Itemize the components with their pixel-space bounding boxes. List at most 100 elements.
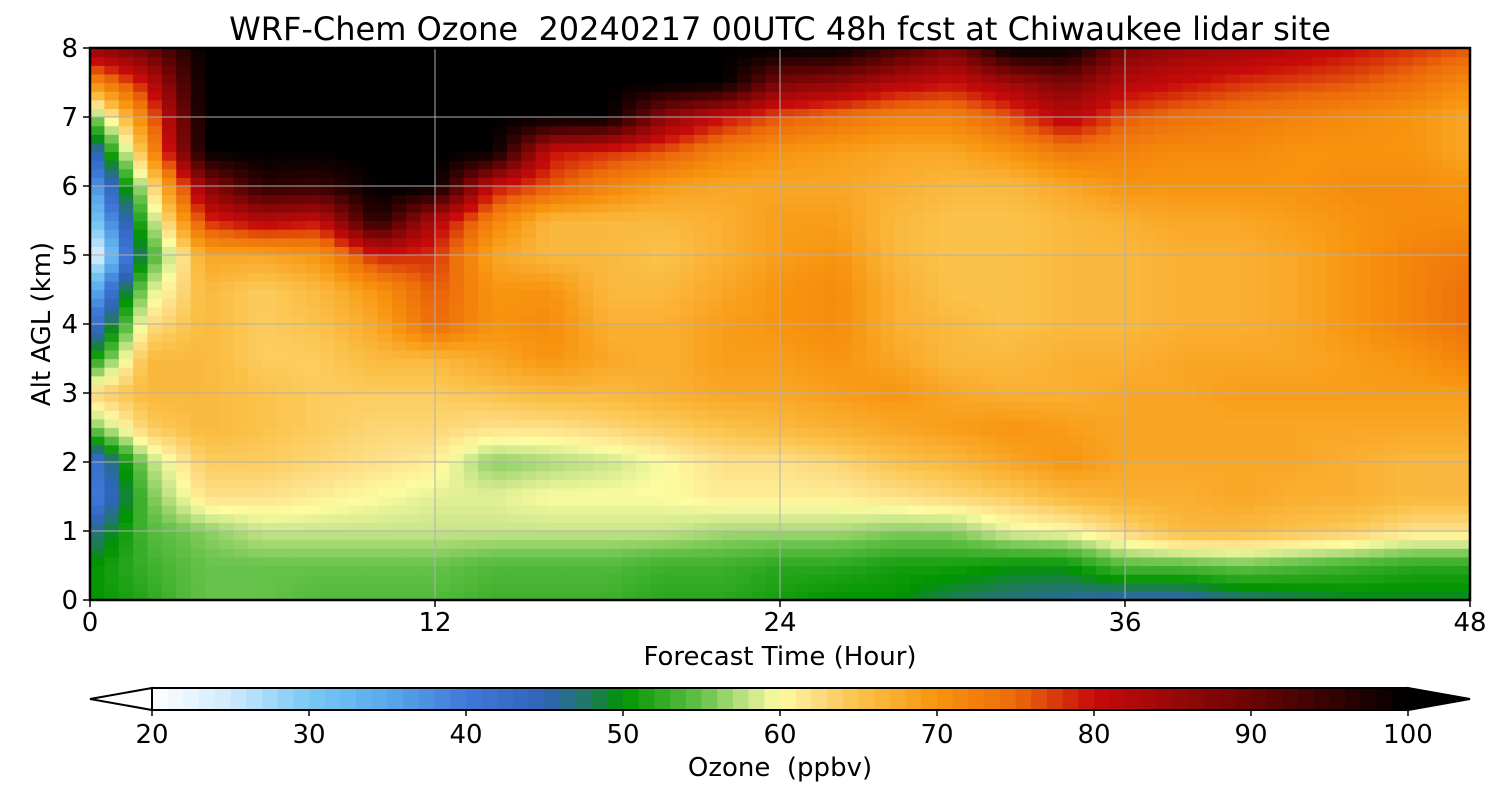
heatmap-cell <box>895 393 910 403</box>
heatmap-cell <box>1010 548 1025 558</box>
heatmap-cell <box>104 151 120 161</box>
heatmap-cell <box>262 237 278 247</box>
heatmap-cell <box>909 349 925 360</box>
heatmap-cell <box>952 177 968 187</box>
heatmap-cell <box>578 349 594 360</box>
heatmap-cell <box>880 401 896 411</box>
heatmap-cell <box>1038 427 1054 437</box>
heatmap-cell <box>550 565 565 575</box>
heatmap-cell <box>248 229 264 239</box>
heatmap-cell <box>1398 289 1414 299</box>
heatmap-cell <box>161 384 177 394</box>
heatmap-cell <box>492 168 508 178</box>
heatmap-cell <box>492 341 508 351</box>
heatmap-cell <box>823 591 839 600</box>
heatmap-cell <box>952 522 968 532</box>
heatmap-cell <box>880 177 896 187</box>
heatmap-cell <box>981 462 997 472</box>
heatmap-cell <box>535 496 551 506</box>
heatmap-cell <box>1196 194 1212 204</box>
heatmap-cell <box>866 367 882 377</box>
heatmap-cell <box>593 375 609 385</box>
heatmap-cell <box>679 522 695 532</box>
heatmap-cell <box>621 358 637 368</box>
heatmap-cell <box>176 487 192 498</box>
heatmap-cell <box>895 436 910 446</box>
heatmap-cell <box>564 358 580 368</box>
heatmap-cell <box>506 237 522 247</box>
heatmap-cell <box>506 358 522 368</box>
heatmap-cell <box>248 375 264 385</box>
heatmap-cell <box>995 255 1011 265</box>
heatmap-cell <box>521 401 537 411</box>
heatmap-cell <box>1211 513 1227 523</box>
heatmap-cell <box>190 505 206 515</box>
heatmap-cell <box>420 272 436 282</box>
heatmap-cell <box>837 280 853 291</box>
heatmap-cell <box>578 565 594 575</box>
heatmap-cell <box>1326 522 1342 532</box>
heatmap-cell <box>1412 186 1428 196</box>
heatmap-cell <box>478 255 494 265</box>
heatmap-cell <box>348 505 364 515</box>
heatmap-cell <box>808 341 824 351</box>
heatmap-cell <box>478 324 494 334</box>
heatmap-cell <box>909 487 925 498</box>
heatmap-cell <box>722 531 738 541</box>
heatmap-cell <box>1053 556 1069 567</box>
heatmap-cell <box>895 444 910 454</box>
heatmap-cell <box>449 237 465 247</box>
heatmap-cell <box>161 211 177 222</box>
heatmap-cell <box>693 479 709 489</box>
heatmap-cell <box>895 375 910 385</box>
heatmap-cell <box>492 505 508 515</box>
heatmap-cell <box>621 513 637 523</box>
heatmap-cell <box>205 186 220 196</box>
heatmap-cell <box>693 539 709 549</box>
heatmap-cell <box>938 332 954 342</box>
heatmap-cell <box>377 453 393 463</box>
heatmap-cell <box>1139 255 1155 265</box>
heatmap-cell <box>1412 306 1428 316</box>
heatmap-cell <box>1038 306 1054 316</box>
heatmap-cell <box>1412 298 1428 308</box>
heatmap-cell <box>161 332 177 342</box>
heatmap-cell <box>420 341 436 351</box>
heatmap-cell <box>1326 496 1342 506</box>
heatmap-cell <box>564 401 580 411</box>
heatmap-cell <box>1398 211 1414 222</box>
heatmap-cell <box>449 220 465 230</box>
heatmap-cell <box>1182 367 1198 377</box>
heatmap-cell <box>1340 229 1356 239</box>
heatmap-cell <box>1283 479 1299 489</box>
heatmap-cell <box>320 384 335 394</box>
heatmap-cell <box>449 427 465 437</box>
heatmap-cell <box>1297 401 1313 411</box>
heatmap-cell <box>995 436 1011 446</box>
heatmap-cell <box>377 289 393 299</box>
heatmap-cell <box>118 298 134 308</box>
heatmap-cell <box>1125 462 1140 472</box>
heatmap-cell <box>837 375 853 385</box>
heatmap-cell <box>1182 349 1198 360</box>
heatmap-cell <box>1182 582 1198 592</box>
heatmap-cell <box>420 444 436 454</box>
heatmap-cell <box>1196 548 1212 558</box>
heatmap-cell <box>1240 505 1255 515</box>
heatmap-cell <box>823 418 839 429</box>
heatmap-cell <box>693 220 709 230</box>
heatmap-cell <box>1081 186 1097 196</box>
heatmap-cell <box>535 211 551 222</box>
heatmap-cell <box>1254 160 1270 170</box>
heatmap-cell <box>866 410 882 420</box>
heatmap-cell <box>851 531 867 541</box>
heatmap-cell <box>650 194 666 204</box>
heatmap-cell <box>593 332 609 342</box>
heatmap-cell <box>133 177 149 187</box>
heatmap-cell <box>1398 315 1414 325</box>
heatmap-cell <box>1283 401 1299 411</box>
heatmap-cell <box>176 531 192 541</box>
heatmap-cell <box>1067 211 1083 222</box>
heatmap-cell <box>851 401 867 411</box>
heatmap-cell <box>147 358 163 368</box>
